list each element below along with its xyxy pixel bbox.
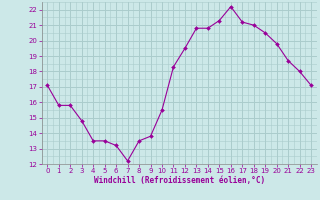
X-axis label: Windchill (Refroidissement éolien,°C): Windchill (Refroidissement éolien,°C): [94, 176, 265, 185]
